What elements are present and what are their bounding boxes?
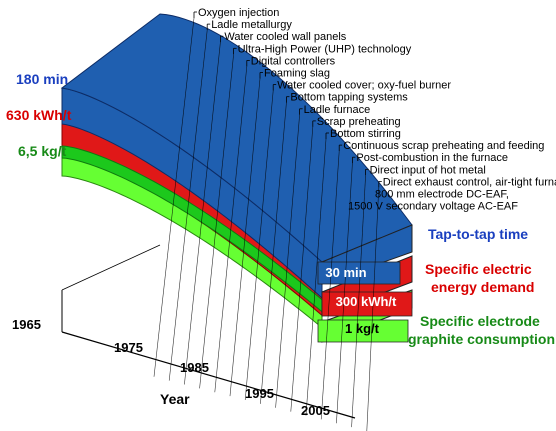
end-label-time: 30 min (325, 265, 366, 280)
innovation-label: Scrap preheating (317, 116, 401, 128)
band-title-time: Tap-to-tap time (428, 226, 528, 242)
year-axis-title: Year (160, 391, 190, 407)
innovation-label: Post-combustion in the furnace (356, 152, 508, 164)
innovation-label: 800 mm electrode DC-EAF, (375, 189, 509, 201)
innovation-label: Bottom tapping systems (290, 92, 408, 104)
year-axis: 1965 1975 1985 1995 2005 (12, 317, 330, 418)
year-tick-label: 1975 (114, 340, 143, 355)
innovation-label: Digital controllers (251, 55, 336, 67)
innovation-label: Bottom stirring (330, 128, 401, 140)
innovation-label: Continuous scrap preheating and feeding (343, 140, 544, 152)
innovation-label: Water cooled wall panels (224, 31, 346, 43)
graphite-band-end-face (317, 319, 409, 343)
end-label-graphite: 1 kg/t (345, 321, 380, 336)
year-tick-label: 1965 (12, 317, 41, 332)
base-plane-lines (61, 244, 356, 419)
end-label-energy: 300 kWh/t (336, 294, 397, 309)
innovation-label: Foaming slag (264, 68, 330, 80)
band-title-energy-2: energy demand (431, 279, 534, 295)
bands (60, 13, 413, 343)
innovation-label: Oxygen injection (198, 7, 279, 19)
year-tick-label: 1985 (180, 360, 209, 375)
innovation-label: Ladle furnace (304, 104, 371, 116)
innovation-label: Direct input of hot metal (370, 164, 486, 176)
innovation-label: Ultra-High Power (UHP) technology (238, 43, 412, 55)
innovation-label: Direct exhaust control, air-tight furnac… (383, 176, 556, 188)
start-label-energy: 630 kWh/t (6, 107, 72, 123)
start-label-time: 180 min (16, 71, 68, 87)
innovation-label: Water cooled cover; oxy-fuel burner (277, 80, 451, 92)
band-title-energy-1: Specific electric (425, 261, 532, 277)
energy-band-end-face (321, 291, 413, 317)
time-band-end-face-box (317, 261, 401, 285)
band-title-graphite-2: graphite consumption (408, 331, 555, 347)
year-tick-label: 2005 (301, 403, 330, 418)
innovation-label: 1500 V secondary voltage AC-EAF (348, 201, 518, 213)
band-title-graphite-1: Specific electrode (420, 313, 540, 329)
innovation-drop-lines (153, 17, 380, 431)
start-label-graphite: 6,5 kg/t (18, 143, 67, 159)
year-tick-label: 1995 (245, 386, 274, 401)
innovation-label: Ladle metallurgy (211, 19, 292, 31)
